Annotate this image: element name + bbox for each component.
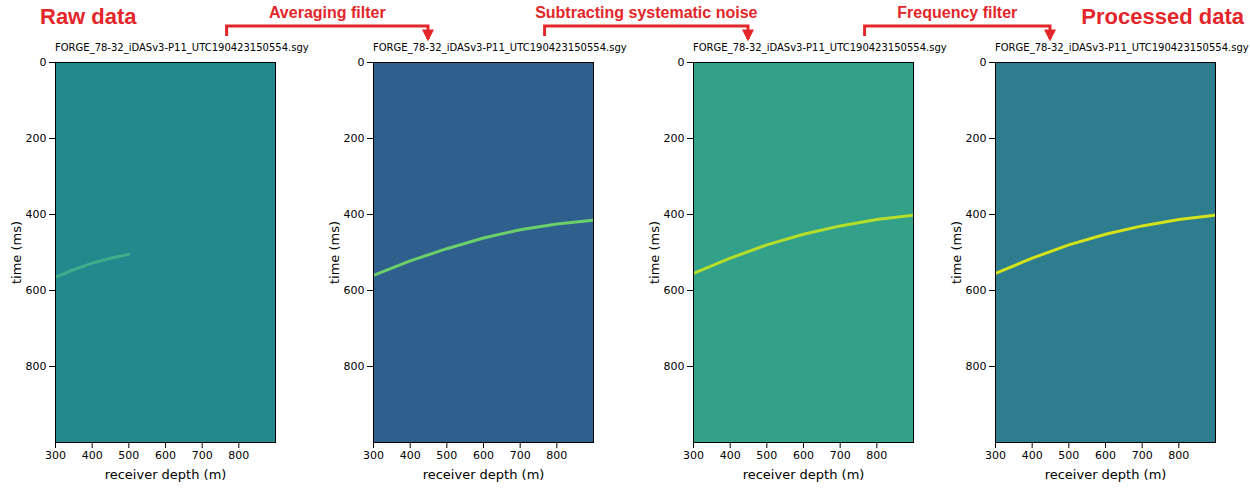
svg-text:200: 200 bbox=[664, 132, 685, 145]
svg-text:700: 700 bbox=[192, 449, 213, 462]
html-text:FORGE_78-32_iDASv3-P11_UTC1904: FORGE_78-32_iDASv3-P11_UTC190423150554.s… bbox=[373, 42, 627, 53]
svg-text:500: 500 bbox=[118, 449, 139, 462]
svg-text:time (ms): time (ms) bbox=[327, 221, 342, 284]
svg-text:time (ms): time (ms) bbox=[949, 221, 964, 284]
svg-text:Subtracting systematic noise: Subtracting systematic noise bbox=[535, 4, 757, 21]
svg-text:800: 800 bbox=[966, 360, 987, 373]
svg-text:Averaging filter: Averaging filter bbox=[269, 4, 386, 21]
svg-text:Frequency filter: Frequency filter bbox=[897, 4, 1017, 21]
svg-text:time (ms): time (ms) bbox=[647, 221, 662, 284]
svg-text:600: 600 bbox=[26, 284, 47, 297]
svg-text:600: 600 bbox=[344, 284, 365, 297]
svg-text:Processed data: Processed data bbox=[1081, 4, 1244, 29]
svg-text:receiver depth (m): receiver depth (m) bbox=[743, 467, 865, 482]
svg-text:0: 0 bbox=[358, 56, 365, 69]
svg-text:400: 400 bbox=[966, 208, 987, 221]
svg-text:receiver depth (m): receiver depth (m) bbox=[105, 467, 227, 482]
svg-text:800: 800 bbox=[344, 360, 365, 373]
svg-text:0: 0 bbox=[980, 56, 987, 69]
svg-text:600: 600 bbox=[966, 284, 987, 297]
svg-text:600: 600 bbox=[1095, 449, 1116, 462]
svg-text:800: 800 bbox=[1168, 449, 1189, 462]
svg-text:400: 400 bbox=[26, 208, 47, 221]
svg-text:300: 300 bbox=[683, 449, 704, 462]
svg-text:200: 200 bbox=[966, 132, 987, 145]
svg-text:time (ms): time (ms) bbox=[9, 221, 24, 284]
svg-text:800: 800 bbox=[866, 449, 887, 462]
svg-text:600: 600 bbox=[473, 449, 494, 462]
svg-text:600: 600 bbox=[664, 284, 685, 297]
svg-text:500: 500 bbox=[756, 449, 777, 462]
svg-text:receiver depth (m): receiver depth (m) bbox=[1045, 467, 1167, 482]
svg-text:700: 700 bbox=[510, 449, 531, 462]
svg-text:400: 400 bbox=[344, 208, 365, 221]
svg-text:400: 400 bbox=[82, 449, 103, 462]
html-text:FORGE_78-32_iDASv3-P11_UTC1904: FORGE_78-32_iDASv3-P11_UTC190423150554.s… bbox=[693, 42, 947, 53]
svg-text:600: 600 bbox=[793, 449, 814, 462]
svg-text:receiver depth (m): receiver depth (m) bbox=[423, 467, 545, 482]
svg-text:0: 0 bbox=[40, 56, 47, 69]
svg-text:400: 400 bbox=[664, 208, 685, 221]
svg-text:200: 200 bbox=[344, 132, 365, 145]
svg-text:600: 600 bbox=[155, 449, 176, 462]
svg-text:800: 800 bbox=[664, 360, 685, 373]
svg-text:300: 300 bbox=[985, 449, 1006, 462]
svg-text:400: 400 bbox=[1022, 449, 1043, 462]
svg-text:400: 400 bbox=[720, 449, 741, 462]
svg-text:Raw data: Raw data bbox=[40, 4, 137, 29]
svg-text:300: 300 bbox=[363, 449, 384, 462]
svg-text:400: 400 bbox=[400, 449, 421, 462]
svg-text:500: 500 bbox=[436, 449, 457, 462]
html-text:FORGE_78-32_iDASv3-P11_UTC1904: FORGE_78-32_iDASv3-P11_UTC190423150554.s… bbox=[995, 42, 1249, 53]
svg-text:800: 800 bbox=[228, 449, 249, 462]
svg-text:0: 0 bbox=[678, 56, 685, 69]
svg-text:700: 700 bbox=[830, 449, 851, 462]
html-text:FORGE_78-32_iDASv3-P11_UTC1904: FORGE_78-32_iDASv3-P11_UTC190423150554.s… bbox=[55, 42, 309, 53]
svg-text:700: 700 bbox=[1132, 449, 1153, 462]
svg-text:800: 800 bbox=[546, 449, 567, 462]
svg-text:300: 300 bbox=[45, 449, 66, 462]
svg-text:500: 500 bbox=[1058, 449, 1079, 462]
svg-text:200: 200 bbox=[26, 132, 47, 145]
svg-text:800: 800 bbox=[26, 360, 47, 373]
